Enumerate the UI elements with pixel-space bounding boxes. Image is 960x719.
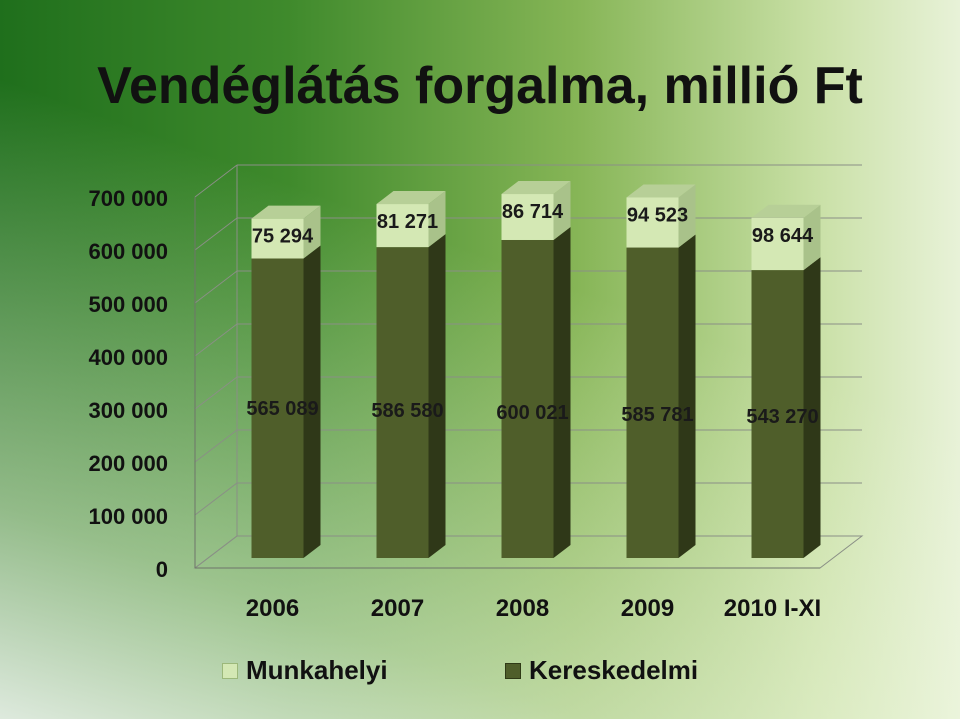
y-tick-label: 500 000 <box>88 292 168 317</box>
bar-kereskedelmi-side <box>303 245 321 559</box>
x-tick-label: 2008 <box>496 595 549 622</box>
bar-munkahelyi <box>626 197 679 248</box>
bar-munkahelyi <box>376 204 429 248</box>
bar-top <box>376 191 446 205</box>
legend-label-munkahelyi: Munkahelyi <box>246 655 388 685</box>
y-tick-label: 0 <box>156 557 168 582</box>
data-label-munkahelyi: 98 644 <box>752 225 814 247</box>
bar-kereskedelmi-side <box>553 226 571 558</box>
bar-munkahelyi <box>751 217 804 271</box>
chart-title: Vendéglátás forgalma, millió Ft <box>97 57 863 115</box>
gridline-side <box>194 376 238 410</box>
bar-munkahelyi <box>251 218 304 259</box>
y-tick-label: 700 000 <box>88 186 168 211</box>
y-tick-label: 100 000 <box>88 504 168 529</box>
y-tick-label: 600 000 <box>88 239 168 264</box>
bar-top <box>501 181 571 195</box>
data-label-munkahelyi: 81 271 <box>377 211 438 233</box>
bar-kereskedelmi <box>501 239 554 558</box>
bar-top <box>751 204 821 218</box>
bar-kereskedelmi <box>626 247 679 558</box>
bar-kereskedelmi-side <box>678 234 696 558</box>
bar-munkahelyi-side <box>303 205 321 259</box>
gridline-side <box>194 323 238 357</box>
data-label-munkahelyi: 75 294 <box>252 226 314 248</box>
bar-kereskedelmi <box>251 258 304 558</box>
x-tick-label: 2007 <box>371 595 424 622</box>
y-tick-label: 300 000 <box>88 398 168 423</box>
bar-top <box>626 184 696 198</box>
legend-item-munkahelyi: Munkahelyi <box>222 655 388 686</box>
x-tick-label: 2010 I-XI <box>724 595 821 622</box>
gridline-side <box>194 482 238 516</box>
bar-top <box>251 205 321 219</box>
bar-munkahelyi-side <box>428 191 446 248</box>
gridline-side <box>194 429 238 463</box>
bar-munkahelyi <box>501 194 554 240</box>
legend-label-kereskedelmi: Kereskedelmi <box>529 655 699 685</box>
data-label-munkahelyi: 94 523 <box>627 204 688 226</box>
bar-kereskedelmi <box>751 270 804 558</box>
legend-swatch-munkahelyi <box>222 662 238 679</box>
data-label-kereskedelmi: 586 580 <box>371 400 443 422</box>
bar-munkahelyi-side <box>803 204 821 271</box>
bar-kereskedelmi <box>376 247 429 558</box>
data-label-munkahelyi: 86 714 <box>502 201 564 223</box>
x-tick-label: 2009 <box>621 595 674 622</box>
bar-munkahelyi-side <box>678 184 696 248</box>
y-tick-label: 400 000 <box>88 345 168 370</box>
bar-kereskedelmi-side <box>428 234 446 558</box>
data-label-kereskedelmi: 600 021 <box>496 402 568 424</box>
bar-munkahelyi-side <box>553 181 571 240</box>
legend-swatch-kereskedelmi <box>505 662 521 679</box>
bar-kereskedelmi-side <box>803 257 821 558</box>
data-label-kereskedelmi: 585 781 <box>621 404 693 426</box>
gridline-side <box>194 164 238 198</box>
y-tick-label: 200 000 <box>88 451 168 476</box>
gridline-side <box>194 217 238 251</box>
data-label-kereskedelmi: 565 089 <box>246 398 318 420</box>
x-tick-label: 2006 <box>246 595 299 622</box>
gridline-side <box>194 270 238 304</box>
legend-item-kereskedelmi: Kereskedelmi <box>505 655 698 686</box>
data-label-kereskedelmi: 543 270 <box>746 406 818 428</box>
legend: Munkahelyi Kereskedelmi <box>0 655 960 685</box>
